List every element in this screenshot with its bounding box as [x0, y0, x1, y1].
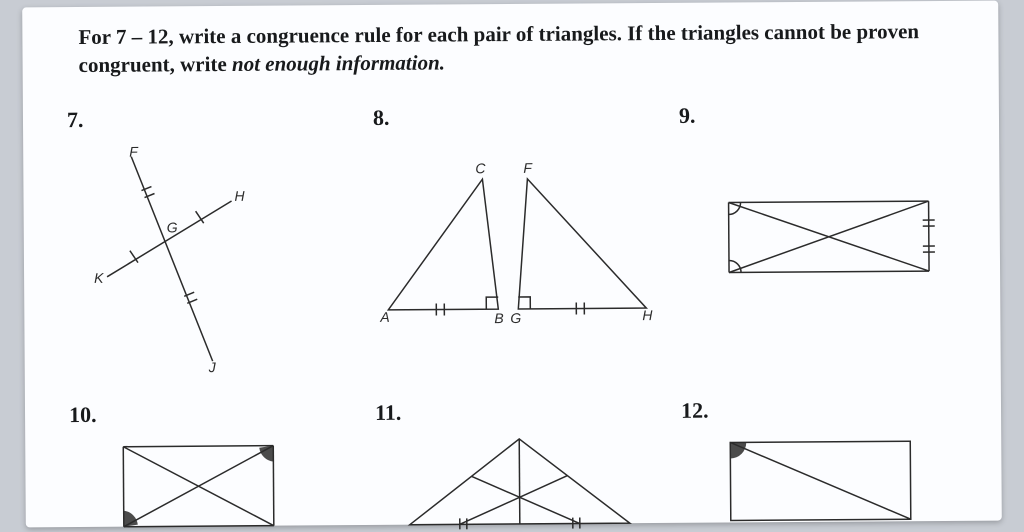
problem-9: 9.: [663, 101, 971, 383]
row-2: 10. 11.: [53, 396, 974, 522]
figure-11: [399, 433, 640, 530]
problem-number: 8.: [373, 105, 390, 131]
label-H: H: [234, 188, 245, 204]
problem-number: 10.: [69, 402, 97, 428]
figure-12: [720, 431, 921, 527]
label-H: H: [642, 307, 653, 323]
problem-12: 12.: [665, 396, 972, 518]
label-A: A: [379, 309, 389, 325]
problem-7: 7.: [51, 105, 359, 387]
instructions-text: For 7 – 12, write a congruence rule for …: [78, 19, 919, 77]
problem-10: 10.: [53, 400, 360, 522]
problem-number: 12.: [681, 398, 709, 424]
figure-9: [718, 186, 939, 288]
problem-8: 8. A B C: [357, 103, 665, 385]
problem-number: 11.: [375, 400, 401, 426]
label-C: C: [475, 160, 486, 176]
figure-7: F G H J K: [71, 146, 273, 377]
label-K: K: [94, 270, 104, 286]
problem-11: 11.: [359, 398, 666, 520]
label-J: J: [208, 359, 217, 375]
problem-number: 7.: [67, 107, 84, 133]
label-F: F: [129, 146, 139, 160]
worksheet-sheet: For 7 – 12, write a congruence rule for …: [22, 1, 1002, 528]
label-F: F: [523, 160, 533, 176]
label-G: G: [167, 219, 178, 235]
figure-8: A B C F G H: [377, 158, 668, 330]
problem-number: 9.: [679, 103, 696, 129]
instructions: For 7 – 12, write a congruence rule for …: [78, 17, 938, 80]
label-B: B: [494, 310, 503, 326]
row-1: 7.: [51, 101, 973, 387]
label-G: G: [510, 310, 521, 326]
figure-10: [113, 436, 284, 532]
instructions-italic: not enough information.: [232, 51, 445, 76]
